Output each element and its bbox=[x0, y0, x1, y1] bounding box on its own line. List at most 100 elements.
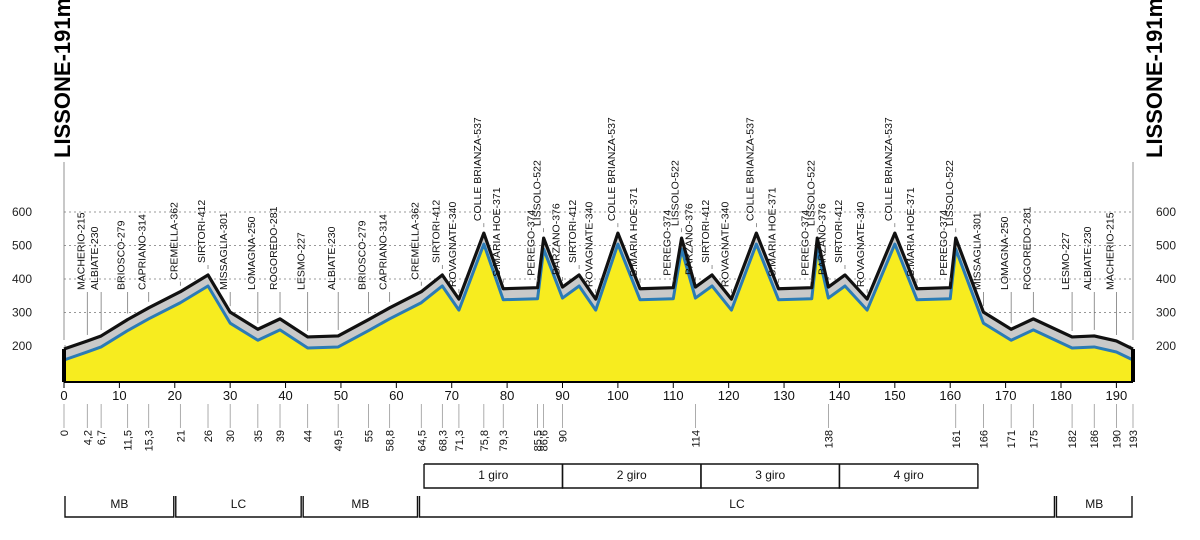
y-tick-label: 600 bbox=[1156, 205, 1176, 219]
km-mark-label: 90 bbox=[557, 430, 569, 442]
y-tick-label: 300 bbox=[1156, 306, 1176, 320]
y-tick-label: 400 bbox=[1156, 272, 1176, 286]
place-label: LISSOLO-522 bbox=[670, 160, 682, 226]
km-mark-label: 190 bbox=[1111, 430, 1123, 448]
km-mark-label: 182 bbox=[1067, 430, 1079, 448]
section-bracket bbox=[1055, 496, 1133, 518]
place-label: SIRTORI-412 bbox=[196, 200, 208, 263]
km-mark-label: 44 bbox=[303, 430, 315, 442]
place-labels: MACHERIO-215 ALBIATE-230 BRIOSCO-279 CAPRIA… bbox=[75, 117, 1116, 290]
place-label: LOMAGNA-250 bbox=[246, 216, 258, 290]
place-label: CREMELLA-362 bbox=[409, 202, 421, 280]
km-mark-label: 75,8 bbox=[479, 430, 491, 451]
km-mark-label: 0 bbox=[59, 430, 71, 436]
place-label: MACHERIO-215 bbox=[75, 212, 87, 290]
lap-label: 3 giro bbox=[755, 468, 785, 482]
profile-band bbox=[64, 233, 1133, 361]
km-mark-label: 21 bbox=[175, 430, 187, 442]
x-tick-label: 150 bbox=[884, 388, 906, 403]
place-label: CAPRIANO-314 bbox=[378, 214, 390, 290]
km-mark-label: 186 bbox=[1089, 430, 1101, 448]
km-mark-label: 58,8 bbox=[385, 430, 397, 451]
y-tick-label: 200 bbox=[12, 339, 32, 353]
km-mark-label: 30 bbox=[225, 430, 237, 442]
km-mark-label: 138 bbox=[823, 430, 835, 448]
lap-bracket bbox=[838, 464, 979, 489]
place-label: SIRTORI-412 bbox=[833, 200, 845, 263]
km-mark-label: 49,5 bbox=[333, 430, 345, 451]
place-label: LISSOLO-522 bbox=[944, 160, 956, 226]
x-tick-label: 20 bbox=[168, 388, 182, 403]
y-tick-label: 500 bbox=[12, 239, 32, 253]
x-tick-label: 40 bbox=[278, 388, 292, 403]
section-brackets: MB LC MB LC MB bbox=[64, 496, 1133, 518]
place-label: ROVAGNATE-340 bbox=[447, 202, 459, 288]
x-tick-label: 80 bbox=[500, 388, 514, 403]
y-tick-label: 200 bbox=[1156, 339, 1176, 353]
place-label: COLLE BRIANZA-537 bbox=[744, 117, 756, 221]
place-label: LESMO-227 bbox=[296, 232, 308, 290]
place-label: BARZANO-376 bbox=[816, 203, 828, 275]
km-mark-label: 193 bbox=[1128, 430, 1140, 448]
x-tick-label: 30 bbox=[223, 388, 237, 403]
place-label: ROVAGNATE-340 bbox=[584, 202, 596, 288]
place-label: LISSOLO-522 bbox=[805, 160, 817, 226]
place-label: COLLE BRIANZA-537 bbox=[472, 117, 484, 221]
place-label: MACHERIO-215 bbox=[1104, 212, 1116, 290]
section-bracket bbox=[418, 496, 1056, 518]
place-label: ROVAGNATE-340 bbox=[719, 202, 731, 288]
place-label: BARZANO-376 bbox=[550, 203, 562, 275]
place-label: CREMELLA-362 bbox=[168, 202, 180, 280]
y-tick-label: 600 bbox=[12, 205, 32, 219]
section-bracket bbox=[175, 496, 302, 518]
place-label: SIRTORI-412 bbox=[567, 200, 579, 263]
km-mark-label: 85,5 bbox=[533, 430, 545, 451]
place-label: LISSOLO-522 bbox=[532, 160, 544, 226]
place-label: S.MARIA HOE-371 bbox=[491, 187, 503, 276]
km-mark-label: 71,3 bbox=[454, 430, 466, 451]
section-label: MB bbox=[1085, 497, 1103, 511]
place-label: ALBIATE-230 bbox=[326, 226, 338, 290]
x-tick-label: 70 bbox=[444, 388, 458, 403]
km-mark-label: 161 bbox=[951, 430, 963, 448]
place-label: MISSAGLIA-301 bbox=[218, 212, 230, 290]
place-label: PEREGO-374 bbox=[661, 210, 673, 276]
section-label: MB bbox=[351, 497, 369, 511]
place-label: SIRTORI-412 bbox=[700, 200, 712, 263]
end-label: LISSONE-191m bbox=[1142, 0, 1167, 158]
place-label: BRIOSCO-279 bbox=[357, 220, 369, 290]
profile-top-line bbox=[63, 231, 1134, 351]
axes: 0 10 20 30 40 50 60 70 80 90 100 110 120 130 140 150 160… bbox=[60, 381, 1133, 403]
start-label: LISSONE-191m bbox=[50, 0, 75, 158]
place-label: S.MARIA HOE-371 bbox=[767, 187, 779, 276]
km-mark-label: 171 bbox=[1006, 430, 1018, 448]
place-label: COLLE BRIANZA-537 bbox=[606, 117, 618, 221]
km-marks: 0 4,2 6,7 11,5 15,3 21 26 30 35 39 44 49,5 55 58,8 64,… bbox=[59, 404, 1140, 451]
y-tick-label: 500 bbox=[1156, 239, 1176, 253]
km-mark-label: 15,3 bbox=[144, 430, 156, 451]
km-mark-label: 68,3 bbox=[437, 430, 449, 451]
section-bracket bbox=[302, 496, 419, 518]
section-bracket bbox=[64, 496, 175, 518]
x-tick-label: 170 bbox=[995, 388, 1017, 403]
profile-area bbox=[62, 231, 1135, 382]
km-mark-label: 4,2 bbox=[82, 430, 94, 445]
km-mark-label: 55 bbox=[364, 430, 376, 442]
place-label: S.MARIA HOE-371 bbox=[628, 187, 640, 276]
profile-blue-line bbox=[63, 242, 1134, 362]
x-tick-label: 190 bbox=[1106, 388, 1128, 403]
x-tick-label: 0 bbox=[60, 388, 67, 403]
km-mark-label: 26 bbox=[203, 430, 215, 442]
place-label: S.MARIA HOE-371 bbox=[905, 187, 917, 276]
section-label: LC bbox=[729, 497, 745, 511]
place-label: BARZANO-376 bbox=[683, 203, 695, 275]
place-label: BRIOSCO-279 bbox=[116, 220, 128, 290]
place-label: SIRTORI-412 bbox=[430, 200, 442, 263]
km-mark-label: 175 bbox=[1028, 430, 1040, 448]
lap-label: 2 giro bbox=[617, 468, 647, 482]
place-label: LESMO-227 bbox=[1060, 232, 1072, 290]
y-tick-label: 300 bbox=[12, 306, 32, 320]
place-label: ROGOREDO-281 bbox=[268, 206, 280, 290]
x-tick-label: 100 bbox=[607, 388, 629, 403]
place-leader-lines bbox=[63, 162, 1134, 340]
